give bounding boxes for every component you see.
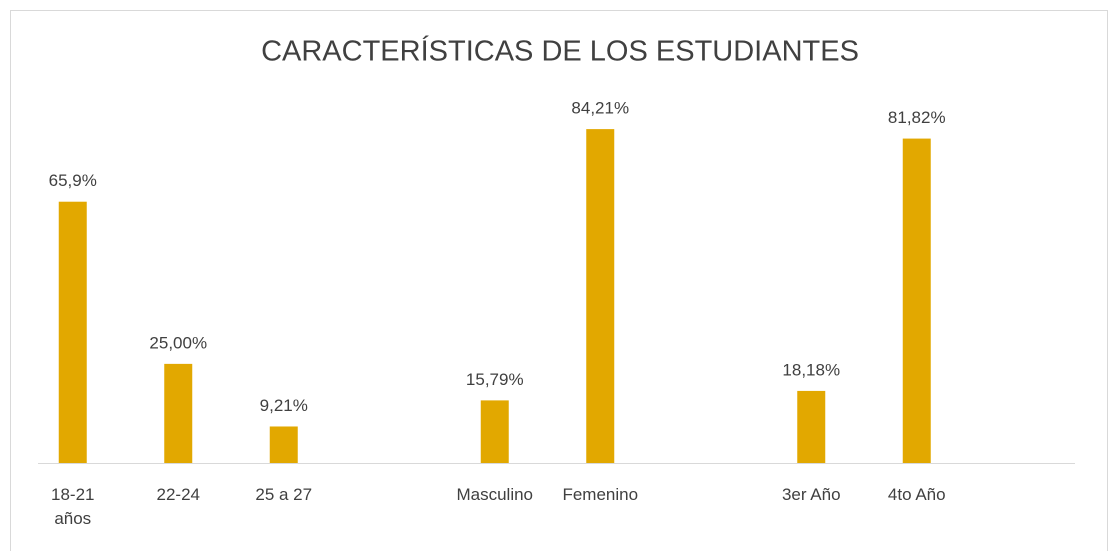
data-label: 65,9% <box>49 171 97 190</box>
bar <box>58 201 87 464</box>
data-label: 9,21% <box>260 396 308 415</box>
bar <box>902 138 931 464</box>
x-tick-label: 22-24 <box>156 485 200 504</box>
x-tick-label: 3er Año <box>781 485 841 504</box>
bar <box>797 390 826 463</box>
data-label: 18,18% <box>782 360 840 379</box>
chart-frame <box>10 10 1108 551</box>
x-tick-label: 18-21 años <box>51 485 95 528</box>
bar <box>269 426 298 463</box>
x-tick-label: Femenino <box>562 485 639 504</box>
x-tick-label: Masculino <box>456 485 534 504</box>
data-label: 25,00% <box>149 333 207 352</box>
bar <box>164 363 193 463</box>
x-tick-label: 4to Año <box>887 485 946 504</box>
chart-title: CARACTERÍSTICAS DE LOS ESTUDIANTES <box>261 35 859 68</box>
data-label: 84,21% <box>571 99 629 118</box>
data-label: 15,79% <box>466 370 524 389</box>
data-label: 81,82% <box>888 108 946 127</box>
bar <box>586 129 615 463</box>
x-tick-label: 25 a 27 <box>255 485 313 504</box>
bar <box>480 400 509 463</box>
